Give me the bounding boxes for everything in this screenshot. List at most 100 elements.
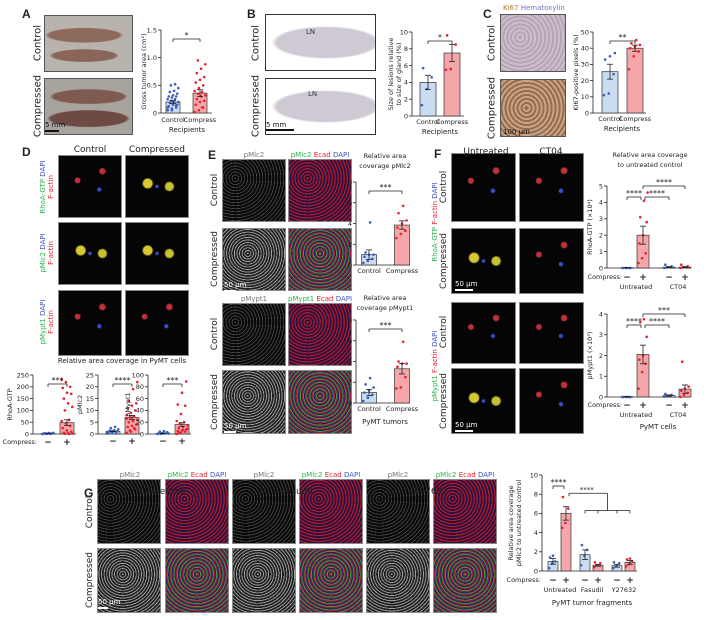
data-point — [128, 416, 132, 419]
y-tick-label: 0 — [90, 430, 94, 438]
chart-title: Relative area — [364, 294, 407, 302]
group-label: Y27632 — [611, 586, 637, 594]
significance-label: **** — [649, 189, 665, 198]
y-axis-label: pMlc2 to untreated control — [515, 480, 523, 567]
e-pmlc2-compressed-gray-image — [222, 228, 286, 291]
d-pmypt1-control-image — [58, 290, 122, 356]
data-point — [68, 385, 72, 389]
data-point — [366, 396, 370, 400]
category-label: + — [681, 401, 689, 411]
significance-label: *** — [380, 183, 392, 192]
data-point — [41, 432, 44, 436]
data-point — [563, 521, 567, 525]
data-point — [195, 97, 199, 101]
y-tick-label: 20 — [86, 383, 94, 391]
data-point — [196, 92, 200, 95]
he-compressed-image — [265, 78, 376, 135]
data-point — [679, 266, 682, 270]
scale-bar-label: 50 µm — [224, 422, 247, 430]
x-axis-label: PyMT tumor fragments — [552, 599, 633, 607]
category-label: + — [562, 576, 570, 586]
significance-label: *** — [658, 306, 670, 315]
y-tick-label: 5 — [90, 419, 94, 427]
f-rhoa-compressed-ct04-image — [519, 228, 584, 294]
category-label: − — [665, 401, 673, 411]
y-tick-label: 15 — [86, 395, 94, 403]
data-point — [63, 432, 67, 436]
data-point — [204, 63, 207, 66]
data-point — [125, 413, 128, 417]
data-point — [645, 220, 648, 224]
data-point — [125, 417, 128, 420]
data-point — [405, 362, 408, 365]
data-point — [399, 386, 403, 389]
data-point — [106, 430, 109, 434]
data-point — [680, 263, 683, 267]
data-point — [177, 86, 180, 90]
data-point — [612, 72, 615, 76]
column-header-compressed: Compressed — [129, 145, 185, 155]
data-point — [196, 59, 200, 62]
y-tick-label: 6 — [348, 337, 352, 345]
g-compressed-5-image — [433, 548, 497, 613]
category-label: Compress — [386, 405, 419, 413]
y-tick-label: 0 — [153, 109, 157, 117]
data-point — [193, 110, 196, 114]
e-pmypt1-control-merge-image — [288, 303, 352, 366]
compress-label: Compress: — [3, 438, 37, 446]
data-point — [682, 393, 686, 397]
d-pmlc2-control-image — [58, 222, 122, 285]
data-point — [444, 68, 448, 72]
y-axis-label: Relative area coverage — [507, 485, 515, 560]
y-axis-label: RhoA-GTP (×10⁴) — [586, 199, 594, 255]
data-point — [551, 554, 555, 557]
significance-label: ** — [619, 33, 627, 42]
y-tick-label: 4 — [599, 199, 603, 207]
y-tick-label: 0.5 — [147, 82, 157, 90]
category-label: Control — [357, 267, 381, 275]
panel-label-d: D — [22, 145, 31, 159]
y-tick-label: 100 — [132, 371, 144, 379]
e-pmlc2-control-merge-image — [288, 159, 352, 222]
data-point — [445, 34, 449, 37]
d-pmypt1-compressed-image — [125, 290, 189, 356]
data-point — [640, 370, 644, 374]
data-point — [131, 419, 135, 423]
data-point — [680, 360, 684, 364]
g-compressed-2-image — [232, 548, 296, 613]
y-tick-label: 40 — [581, 45, 589, 53]
g-control-2-image — [232, 479, 296, 544]
data-point — [198, 100, 202, 104]
data-point — [372, 386, 375, 389]
y-tick-label: 20 — [581, 77, 589, 85]
data-point — [130, 404, 134, 407]
data-point — [202, 75, 206, 79]
e-pmypt1-compressed-merge-image — [288, 370, 352, 434]
column-header-gray: pMlc2 — [119, 471, 141, 479]
y-tick-label: 1 — [599, 373, 603, 381]
data-point — [363, 391, 366, 394]
data-point — [637, 387, 640, 391]
f-rhoa-control-ct04-image — [519, 153, 584, 222]
data-point — [200, 90, 204, 94]
data-point — [449, 67, 453, 71]
data-point — [177, 426, 181, 430]
data-point — [181, 428, 185, 432]
y-tick-label: 0 — [348, 399, 352, 407]
column-header-merge: pMypt1 Ecad DAPI — [287, 295, 353, 303]
y-tick-label: 10 — [86, 407, 94, 415]
photo-compressed-image — [44, 78, 133, 135]
data-point — [372, 253, 375, 256]
data-point — [131, 387, 135, 391]
data-point — [132, 426, 136, 430]
significance-label: * — [185, 31, 189, 40]
x-axis-label: Recipients — [422, 128, 459, 136]
data-point — [640, 256, 644, 260]
data-point — [663, 266, 666, 270]
y-tick-label: 10 — [581, 93, 589, 101]
scale-bar — [224, 290, 236, 292]
scale-bar-label: 100 µm — [503, 128, 530, 136]
data-point — [603, 58, 607, 61]
data-point — [197, 108, 201, 112]
